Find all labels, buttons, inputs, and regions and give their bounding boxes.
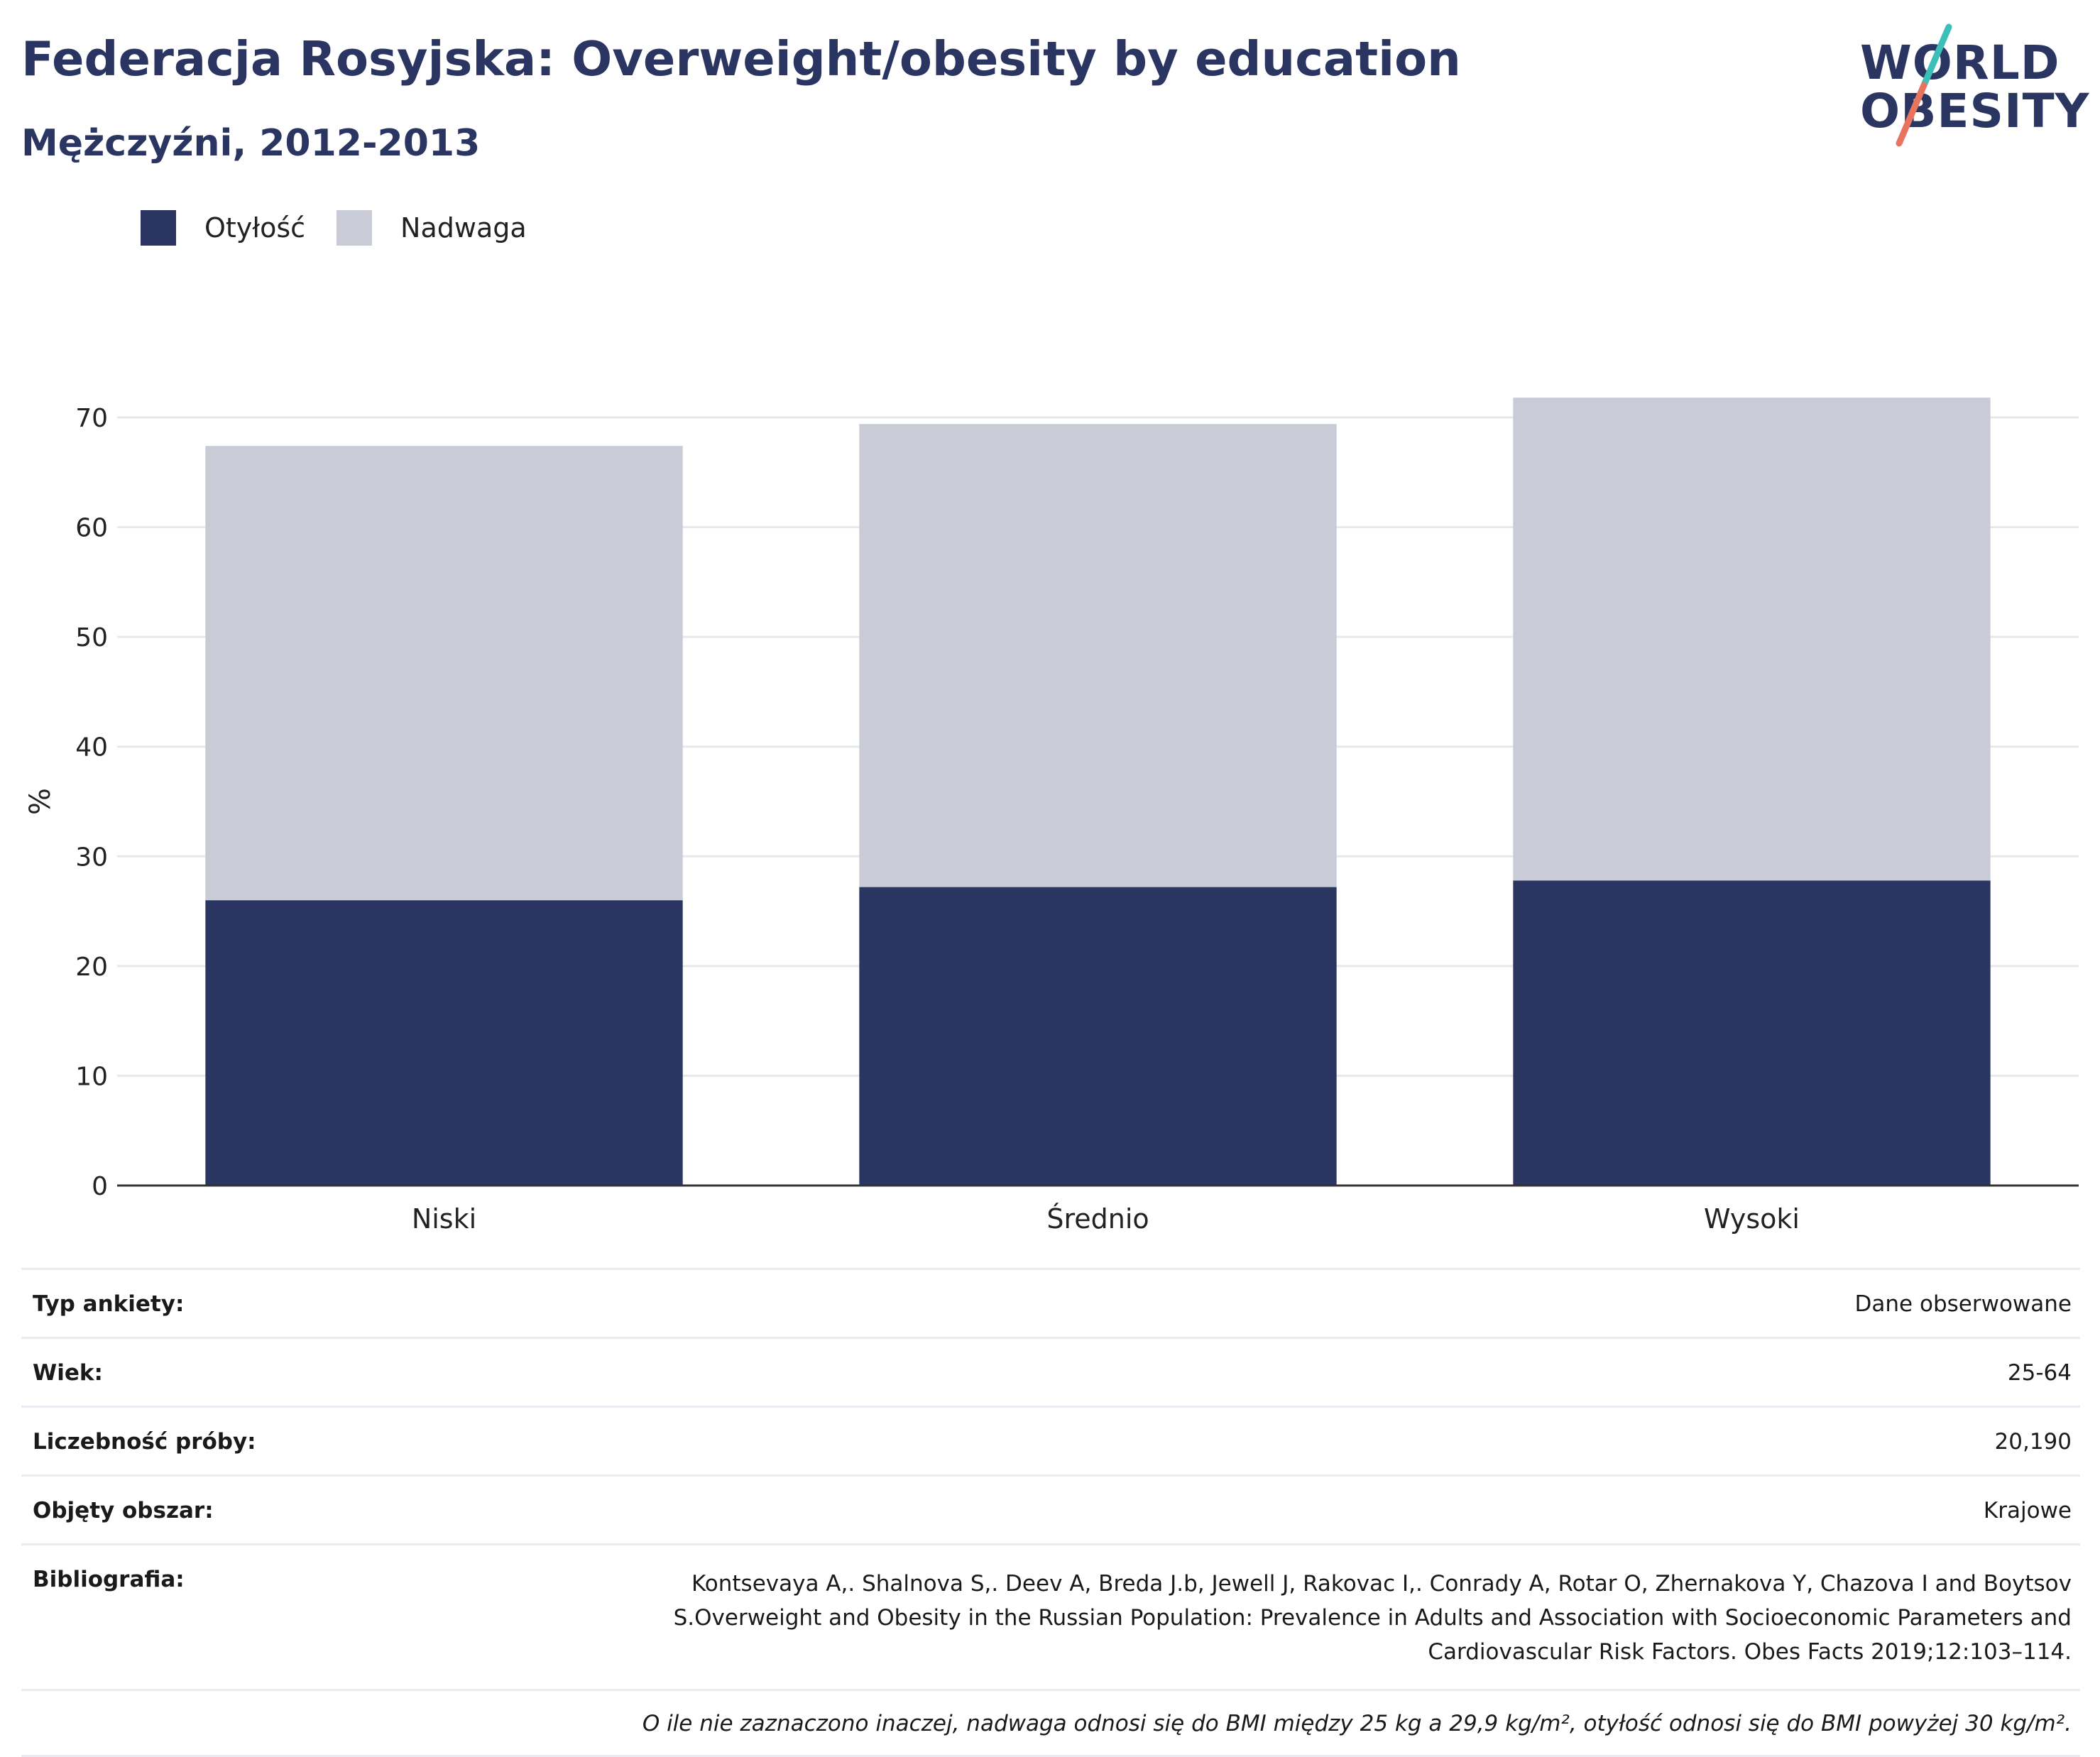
legend-item-obesity: Otyłość xyxy=(141,210,305,246)
y-tick-label: 60 xyxy=(75,514,108,543)
meta-row-bibliography: Bibliografia: Kontsevaya A,. Shalnova S,… xyxy=(21,1543,2080,1689)
legend-label-overweight: Nadwaga xyxy=(400,212,527,243)
logo-line-1: WORLD xyxy=(1860,35,2060,90)
logo-line-2: OBESITY xyxy=(1860,84,2090,138)
legend: Otyłość Nadwaga xyxy=(141,210,558,246)
legend-swatch-obesity xyxy=(141,210,176,246)
meta-label: Objęty obszar: xyxy=(33,1498,214,1523)
y-tick-label: 10 xyxy=(75,1062,108,1091)
bar-otyłość-2 xyxy=(859,887,1337,1186)
meta-row-age: Wiek: 25-64 xyxy=(21,1337,2080,1406)
meta-row-area: Objęty obszar: Krajowe xyxy=(21,1474,2080,1543)
bar-nadwaga-3 xyxy=(1513,398,1991,881)
x-tick-label: Niski xyxy=(412,1203,476,1235)
y-tick-label: 50 xyxy=(75,623,108,652)
y-tick-label: 0 xyxy=(92,1172,108,1201)
meta-value: Krajowe xyxy=(1983,1498,2072,1523)
bar-nadwaga-2 xyxy=(859,424,1337,887)
meta-label: Bibliografia: xyxy=(33,1567,185,1592)
meta-label: Typ ankiety: xyxy=(33,1291,185,1317)
meta-value: Dane obserwowane xyxy=(1854,1291,2072,1317)
y-tick-label: 20 xyxy=(75,953,108,982)
bar-otyłość-1 xyxy=(205,900,683,1186)
legend-item-overweight: Nadwaga xyxy=(337,210,527,246)
legend-swatch-overweight xyxy=(337,210,373,246)
y-axis-label: % xyxy=(24,788,57,815)
meta-label: Liczebność próby: xyxy=(33,1429,256,1455)
meta-label: Wiek: xyxy=(33,1360,103,1386)
meta-row-survey-type: Typ ankiety: Dane obserwowane xyxy=(21,1268,2080,1337)
y-tick-label: 70 xyxy=(75,404,108,433)
chart-title: Federacja Rosyjska: Overweight/obesity b… xyxy=(21,31,1461,87)
logo-slash-icon xyxy=(1896,23,1952,147)
bar-otyłość-3 xyxy=(1513,880,1991,1186)
y-tick-label: 40 xyxy=(75,733,108,762)
chart-subtitle: Mężczyźni, 2012-2013 xyxy=(21,122,481,165)
x-tick-label: Wysoki xyxy=(1704,1203,1800,1235)
meta-row-sample-size: Liczebność próby: 20,190 xyxy=(21,1406,2080,1474)
footnote: O ile nie zaznaczono inaczej, nadwaga od… xyxy=(21,1689,2080,1757)
meta-value: 20,190 xyxy=(1994,1429,2072,1455)
world-obesity-logo: WORLD OBESITY xyxy=(1846,21,2090,156)
x-tick-label: Średnio xyxy=(1046,1203,1149,1235)
bar-chart: 0 10 20 30 40 50 60 70% Niski Średnio Wysoki xyxy=(24,398,2079,1235)
meta-value: 25-64 xyxy=(2007,1360,2072,1386)
bar-nadwaga-1 xyxy=(205,446,683,901)
y-tick-label: 30 xyxy=(75,843,108,872)
metadata-table: Typ ankiety: Dane obserwowane Wiek: 25-6… xyxy=(21,1268,2080,1757)
meta-value: Kontsevaya A,. Shalnova S,. Deev A, Bred… xyxy=(673,1571,2072,1665)
legend-label-obesity: Otyłość xyxy=(204,212,306,243)
